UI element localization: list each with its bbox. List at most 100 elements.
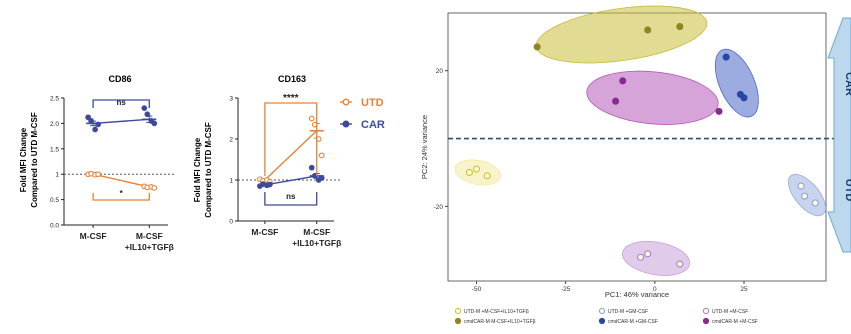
- pca-legend-item: UTD-M +M-CSF+IL10+TGFβ: [454, 307, 529, 315]
- data-point-car: [95, 121, 101, 128]
- pca-legend: UTD-M +M-CSF+IL10+TGFβ UTD-M +GM-CSF UTD-M…: [454, 307, 758, 325]
- significance-label: ****: [283, 93, 299, 104]
- significance-bracket: [264, 102, 318, 176]
- cd86-panel: CD86 Fold MFI Change Compared to UTD M-C…: [19, 74, 174, 252]
- cd86-y-axis-label-line1: Fold MFI Change: [19, 127, 28, 192]
- pca-legend-item: cmdCAR-M M-CSF+IL10+TGFβ: [454, 317, 536, 325]
- legend-marker: [598, 307, 606, 315]
- y-tick-label: 1: [55, 172, 59, 179]
- data-point-car: [267, 181, 273, 188]
- data-point-car: [85, 114, 91, 121]
- significance-bracket: [92, 193, 150, 201]
- cd163-y-axis-label: Fold MFI Change Compared to UTD M-CSF: [193, 122, 213, 218]
- x-tick-label: -25: [561, 286, 571, 293]
- data-point-car: [141, 105, 148, 112]
- double-arrow-body: [827, 17, 851, 253]
- y-tick-label: 0.0: [50, 223, 59, 230]
- cd86-title: CD86: [108, 74, 131, 84]
- y-tick-label: 1: [229, 178, 233, 185]
- data-point-utd: [151, 185, 158, 191]
- cd86-plot-area: 0.0 0.5 1 1.5 2.0 2.5 ns *: [50, 96, 174, 230]
- cd163-panel: CD163 Fold MFI Change Compared to UTD M-…: [193, 74, 341, 248]
- cd86-y-axis-label: Fold MFI Change Compared to UTD M-CSF: [19, 112, 39, 208]
- cd163-plot-area: 0 1 2 3 **** ns: [229, 93, 340, 226]
- pca-point: [797, 182, 805, 190]
- cd86-y-axis-label-line2: Compared to UTD M-CSF: [30, 112, 39, 208]
- pca-x-axis-label: PC1: 46% variance: [605, 290, 669, 299]
- x-category-label: +IL10+TGFβ: [292, 238, 341, 248]
- y-tick-label: 3: [229, 96, 233, 103]
- pca-point: [644, 26, 652, 34]
- legend-marker: [454, 317, 462, 325]
- car-utd-direction-arrow: CAR UTD: [827, 17, 851, 253]
- pca-y-axis-label: PC2: 24% variance: [420, 115, 429, 179]
- y-tick-label: -20: [434, 204, 444, 211]
- x-tick-label: 25: [740, 286, 748, 293]
- series-mean-line-utd: [92, 173, 150, 188]
- group-ellipse: [622, 240, 690, 276]
- cd163-y-axis-label-line1: Fold MFI Change: [193, 137, 202, 202]
- cd163-y-axis-label-line2: Compared to UTD M-CSF: [204, 122, 213, 218]
- legend-marker: [702, 307, 710, 315]
- y-tick-label: 1.5: [50, 146, 59, 153]
- cd163-x-axis-categories: M-CSF M-CSF+IL10+TGFβ: [251, 227, 341, 248]
- data-point-utd: [318, 152, 325, 159]
- pca-point: [612, 97, 620, 105]
- legend-label: UTD-M +GM-CSF: [608, 309, 648, 315]
- legend-label: UTD-M +M-CSF: [712, 309, 748, 315]
- line-chart-legend: UTD CAR: [340, 97, 385, 131]
- group-ellipse: [454, 159, 501, 186]
- legend-car-label: CAR: [361, 119, 385, 131]
- arrow-label-utd: UTD: [843, 179, 851, 202]
- x-tick-label: 0: [653, 286, 657, 293]
- x-category-label: M-CSF: [303, 227, 330, 237]
- legend-item-car: CAR: [340, 119, 385, 131]
- y-tick-label: 20: [436, 68, 444, 75]
- pca-point: [483, 172, 491, 180]
- pca-legend-item: cmdCAR-M +M-CSF: [702, 317, 758, 325]
- data-point-car: [144, 111, 151, 118]
- group-ellipse: [714, 48, 759, 118]
- y-tick-label: 2: [229, 137, 233, 144]
- x-category-label: M-CSF: [80, 231, 107, 241]
- x-category-label: M-CSF: [136, 231, 163, 241]
- legend-marker: [454, 307, 462, 315]
- data-point-utd: [95, 171, 101, 178]
- pca-point: [533, 43, 541, 51]
- pca-point: [811, 199, 819, 207]
- group-ellipse: [586, 70, 719, 125]
- pca-point: [619, 77, 627, 85]
- significance-bracket: [92, 99, 150, 108]
- legend-item-utd: UTD: [340, 97, 384, 109]
- data-point-car: [318, 175, 325, 181]
- data-point-car: [88, 118, 94, 124]
- legend-marker: [702, 317, 710, 325]
- data-point-car: [92, 126, 98, 133]
- legend-marker: [598, 317, 606, 325]
- significance-label: ns: [286, 192, 296, 201]
- legend-label: UTD-M +M-CSF+IL10+TGFβ: [464, 309, 529, 315]
- series-mean-line-car: [93, 118, 150, 125]
- y-tick-label: 0.5: [50, 197, 59, 204]
- y-tick-label: 2.0: [50, 121, 59, 128]
- series-mean-line-car: [264, 175, 317, 186]
- legend-label: cmdCAR-M M-CSF+IL10+TGFβ: [464, 319, 536, 325]
- significance-label: *: [120, 189, 124, 198]
- data-point-car: [308, 164, 315, 171]
- series-mean-line-utd: [264, 130, 318, 181]
- data-point-utd: [308, 115, 315, 122]
- cd163-title: CD163: [278, 74, 306, 84]
- pca-plot-area: -50 -25 0 25 20 -20: [434, 5, 851, 293]
- pca-point: [676, 23, 684, 31]
- legend-label: cmdCAR-M +M-CSF: [712, 319, 758, 325]
- pca-point: [740, 94, 748, 102]
- pca-legend-item: UTD-M +GM-CSF: [598, 307, 648, 315]
- pca-point: [465, 168, 473, 176]
- pca-point: [722, 53, 730, 61]
- pca-point: [676, 260, 684, 268]
- legend-label: cmdCAR-M +GM-CSF: [608, 319, 658, 325]
- y-tick-label: 0: [229, 219, 233, 226]
- pca-point: [637, 253, 645, 261]
- group-ellipse: [535, 5, 708, 64]
